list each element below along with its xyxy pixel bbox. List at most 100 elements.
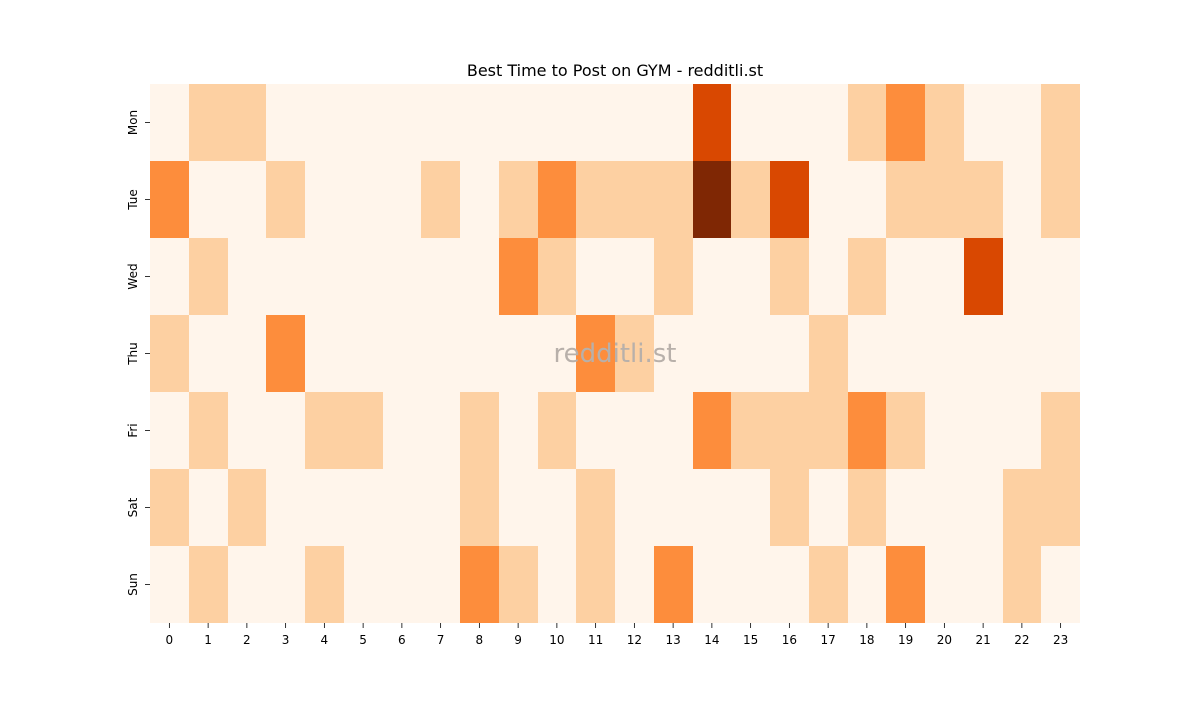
- heatmap-cell-tue-5: [344, 161, 383, 238]
- heatmap-cell-sun-7: [421, 546, 460, 623]
- heatmap-cell-sat-10: [538, 469, 576, 546]
- y-tick-label: Sat: [126, 497, 140, 517]
- heatmap-cell-wed-16: [770, 238, 809, 315]
- heatmap-cell-wed-20: [925, 238, 964, 315]
- heatmap-cell-sat-6: [383, 469, 421, 546]
- heatmap-cell-tue-9: [499, 161, 538, 238]
- heatmap-cell-fri-7: [421, 392, 460, 469]
- heatmap-cell-sun-9: [499, 546, 538, 623]
- heatmap-cell-fri-22: [1003, 392, 1041, 469]
- heatmap-cell-thu-3: [266, 315, 305, 392]
- heatmap-cell-thu-4: [305, 315, 344, 392]
- heatmap-cell-mon-12: [615, 84, 654, 161]
- heatmap-cell-fri-17: [809, 392, 848, 469]
- x-tick-label: 22: [1014, 633, 1029, 647]
- heatmap-cell-thu-6: [383, 315, 421, 392]
- heatmap-cell-mon-5: [344, 84, 383, 161]
- heatmap-cell-sat-20: [925, 469, 964, 546]
- heatmap-cell-sun-20: [925, 546, 964, 623]
- heatmap-cell-thu-8: [460, 315, 499, 392]
- heatmap-cell-mon-23: [1041, 84, 1080, 161]
- heatmap-cell-sat-1: [189, 469, 228, 546]
- x-tick-label: 10: [549, 633, 564, 647]
- heatmap-cell-mon-0: [150, 84, 189, 161]
- heatmap-cell-wed-17: [809, 238, 848, 315]
- heatmap-cell-thu-2: [228, 315, 266, 392]
- x-axis-ticks: 0 1 2 3 4 5 6 7 8 9 10 11 12 13 14 15 16 17 18 19 20 21 22 23: [166, 623, 1068, 647]
- heatmap-cell-sun-10: [538, 546, 576, 623]
- heatmap-cell-tue-16: [770, 161, 809, 238]
- heatmap-cell-sun-16: [770, 546, 809, 623]
- heatmap-cell-thu-22: [1003, 315, 1041, 392]
- x-tick-label: 13: [665, 633, 680, 647]
- heatmap-cell-thu-5: [344, 315, 383, 392]
- heatmap-cell-sat-12: [615, 469, 654, 546]
- y-axis-ticks: Mon Tue Wed Thu Fri Sat Sun: [126, 110, 150, 596]
- heatmap-cell-sat-15: [731, 469, 770, 546]
- heatmap-cell-sat-21: [964, 469, 1003, 546]
- heatmap-cell-fri-21: [964, 392, 1003, 469]
- x-tick-label: 2: [243, 633, 251, 647]
- heatmap-cell-mon-15: [731, 84, 770, 161]
- heatmap-cell-tue-8: [460, 161, 499, 238]
- heatmap-cell-mon-22: [1003, 84, 1041, 161]
- heatmap-cell-sun-21: [964, 546, 1003, 623]
- heatmap-cell-fri-2: [228, 392, 266, 469]
- heatmap-cell-tue-17: [809, 161, 848, 238]
- heatmap-cell-sat-3: [266, 469, 305, 546]
- heatmap-cell-wed-5: [344, 238, 383, 315]
- heatmap-cell-tue-12: [615, 161, 654, 238]
- x-tick-label: 19: [898, 633, 913, 647]
- heatmap-cell-thu-0: [150, 315, 189, 392]
- x-tick-label: 16: [782, 633, 797, 647]
- heatmap-cell-tue-2: [228, 161, 266, 238]
- heatmap-cell-mon-2: [228, 84, 266, 161]
- heatmap-cell-wed-3: [266, 238, 305, 315]
- heatmap-cell-sun-12: [615, 546, 654, 623]
- x-tick-label: 5: [359, 633, 367, 647]
- heatmap-cell-fri-23: [1041, 392, 1080, 469]
- heatmap-cell-wed-2: [228, 238, 266, 315]
- x-tick-label: 15: [743, 633, 758, 647]
- heatmap-cell-mon-13: [654, 84, 693, 161]
- heatmap-cell-wed-1: [189, 238, 228, 315]
- x-tick-label: 4: [321, 633, 329, 647]
- heatmap-cell-wed-9: [499, 238, 538, 315]
- heatmap-cell-fri-18: [848, 392, 886, 469]
- heatmap-cell-thu-7: [421, 315, 460, 392]
- heatmap-cells: [150, 84, 1080, 623]
- heatmap-cell-tue-23: [1041, 161, 1080, 238]
- x-tick-label: 12: [627, 633, 642, 647]
- x-tick-label: 11: [588, 633, 603, 647]
- heatmap-cell-fri-14: [693, 392, 731, 469]
- heatmap-cell-wed-19: [886, 238, 925, 315]
- heatmap-cell-tue-20: [925, 161, 964, 238]
- heatmap-cell-fri-6: [383, 392, 421, 469]
- heatmap-cell-sun-5: [344, 546, 383, 623]
- heatmap-cell-wed-22: [1003, 238, 1041, 315]
- x-tick-label: 14: [704, 633, 719, 647]
- heatmap-cell-fri-4: [305, 392, 344, 469]
- heatmap-cell-wed-18: [848, 238, 886, 315]
- heatmap-cell-mon-17: [809, 84, 848, 161]
- heatmap-cell-tue-22: [1003, 161, 1041, 238]
- heatmap-cell-sun-2: [228, 546, 266, 623]
- heatmap-cell-sun-1: [189, 546, 228, 623]
- heatmap-cell-mon-19: [886, 84, 925, 161]
- heatmap-cell-sun-8: [460, 546, 499, 623]
- heatmap-cell-tue-18: [848, 161, 886, 238]
- heatmap-cell-tue-3: [266, 161, 305, 238]
- heatmap-cell-sun-23: [1041, 546, 1080, 623]
- heatmap-cell-thu-9: [499, 315, 538, 392]
- heatmap-cell-mon-14: [693, 84, 731, 161]
- heatmap-cell-sun-17: [809, 546, 848, 623]
- heatmap-cell-mon-8: [460, 84, 499, 161]
- x-tick-label: 0: [166, 633, 174, 647]
- y-tick-label: Thu: [126, 342, 140, 366]
- heatmap-cell-wed-23: [1041, 238, 1080, 315]
- chart-title: Best Time to Post on GYM - redditli.st: [467, 61, 763, 80]
- heatmap-cell-sun-6: [383, 546, 421, 623]
- heatmap-cell-thu-12: [615, 315, 654, 392]
- heatmap-cell-mon-6: [383, 84, 421, 161]
- heatmap-cell-sat-22: [1003, 469, 1041, 546]
